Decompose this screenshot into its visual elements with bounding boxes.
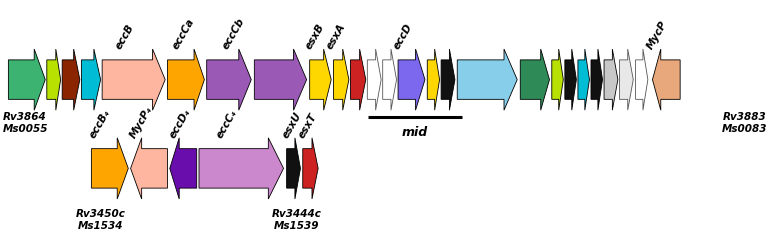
Polygon shape (604, 49, 618, 110)
Text: Rv3883
Ms0083: Rv3883 Ms0083 (721, 112, 767, 134)
Polygon shape (47, 49, 61, 110)
Text: Rv3444c
Ms1539: Rv3444c Ms1539 (272, 209, 322, 231)
Polygon shape (286, 138, 300, 199)
Polygon shape (521, 49, 550, 110)
Polygon shape (310, 49, 331, 110)
Polygon shape (170, 138, 196, 199)
Polygon shape (8, 49, 45, 110)
Text: eccB₄: eccB₄ (88, 108, 112, 140)
Text: eccCa: eccCa (171, 17, 196, 51)
Text: eccD₄: eccD₄ (167, 107, 192, 140)
Polygon shape (398, 49, 425, 110)
Polygon shape (350, 49, 366, 110)
Polygon shape (82, 49, 101, 110)
Text: mid: mid (402, 126, 428, 139)
Polygon shape (552, 49, 564, 110)
Polygon shape (383, 49, 397, 110)
Text: esxT: esxT (296, 112, 319, 140)
Text: MycP: MycP (645, 20, 669, 51)
Text: eccB: eccB (113, 23, 136, 51)
Text: esxU: esxU (280, 111, 303, 140)
Polygon shape (367, 49, 381, 110)
Text: Rv3450c
Ms1534: Rv3450c Ms1534 (75, 209, 126, 231)
Polygon shape (619, 49, 633, 110)
Polygon shape (254, 49, 306, 110)
Polygon shape (131, 138, 168, 199)
Text: eccCb: eccCb (221, 17, 247, 51)
Text: esxA: esxA (325, 22, 347, 51)
Polygon shape (168, 49, 204, 110)
Polygon shape (62, 49, 80, 110)
Polygon shape (578, 49, 590, 110)
Polygon shape (333, 49, 349, 110)
Polygon shape (652, 49, 680, 110)
Polygon shape (457, 49, 517, 110)
Polygon shape (199, 138, 283, 199)
Text: eccD: eccD (392, 22, 414, 51)
Text: Rv3864
Ms0055: Rv3864 Ms0055 (3, 112, 49, 134)
Polygon shape (102, 49, 166, 110)
Polygon shape (303, 138, 318, 199)
Polygon shape (427, 49, 440, 110)
Text: eccC₄: eccC₄ (215, 108, 239, 140)
Polygon shape (92, 138, 129, 199)
Polygon shape (441, 49, 455, 110)
Polygon shape (635, 49, 648, 110)
Text: MycP₄: MycP₄ (128, 104, 155, 140)
Polygon shape (206, 49, 251, 110)
Text: esxB: esxB (303, 22, 326, 51)
Polygon shape (591, 49, 602, 110)
Polygon shape (565, 49, 577, 110)
